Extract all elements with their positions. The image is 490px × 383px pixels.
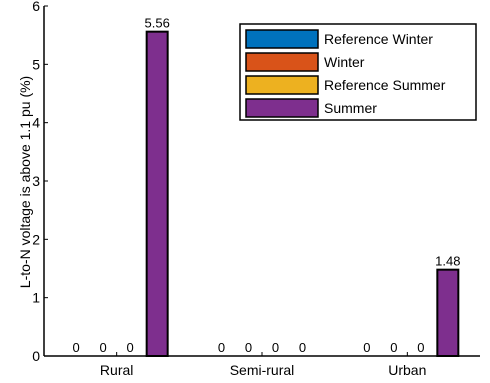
- legend-swatch: [245, 29, 319, 49]
- data-label: 0: [272, 340, 279, 355]
- data-label: 0: [390, 340, 397, 355]
- y-tick-label: 5: [32, 56, 40, 72]
- data-label: 0: [100, 340, 107, 355]
- data-label: 0: [299, 340, 306, 355]
- data-label: 1.48: [435, 254, 460, 269]
- data-label: 0: [218, 340, 225, 355]
- data-label: 0: [363, 340, 370, 355]
- y-tick-label: 0: [32, 348, 40, 364]
- y-tick-label: 1: [32, 290, 40, 306]
- axes-group: [43, 5, 480, 357]
- data-label: 0: [127, 340, 134, 355]
- bar-urban-summer: [436, 268, 460, 357]
- legend-swatch: [245, 98, 319, 118]
- y-tick-label: 2: [32, 231, 40, 247]
- y-axis-label: L-to-N voltage is above 1.1 pu (%): [17, 76, 33, 288]
- legend-swatch: [245, 52, 319, 72]
- x-tick-label: Rural: [100, 362, 133, 378]
- data-label: 5.56: [145, 16, 170, 31]
- bar-rural-summer: [145, 30, 169, 358]
- legend-label: Winter: [324, 54, 365, 70]
- x-tick-labels: Rural Semi-rural Urban: [100, 362, 426, 378]
- data-label: 0: [417, 340, 424, 355]
- bars-group: [145, 30, 460, 358]
- data-label: 0: [73, 340, 80, 355]
- y-tick-labels: 0 1 2 3 4 5 6: [32, 0, 40, 364]
- x-tick-label: Semi-rural: [230, 362, 295, 378]
- x-tick-label: Urban: [388, 362, 426, 378]
- legend-label: Summer: [324, 100, 377, 116]
- data-label: 0: [245, 340, 252, 355]
- legend-swatch: [245, 75, 319, 95]
- legend: Reference Winter Winter Reference Summer Su…: [239, 23, 477, 121]
- legend-label: Reference Winter: [324, 31, 433, 47]
- data-labels-group: 0 0 0 5.56 0 0 0 0 0 0 0 1.48: [73, 16, 461, 355]
- y-tick-label: 4: [32, 115, 40, 131]
- legend-label: Reference Summer: [324, 77, 446, 93]
- y-tick-label: 6: [32, 0, 40, 14]
- y-tick-label: 3: [32, 173, 40, 189]
